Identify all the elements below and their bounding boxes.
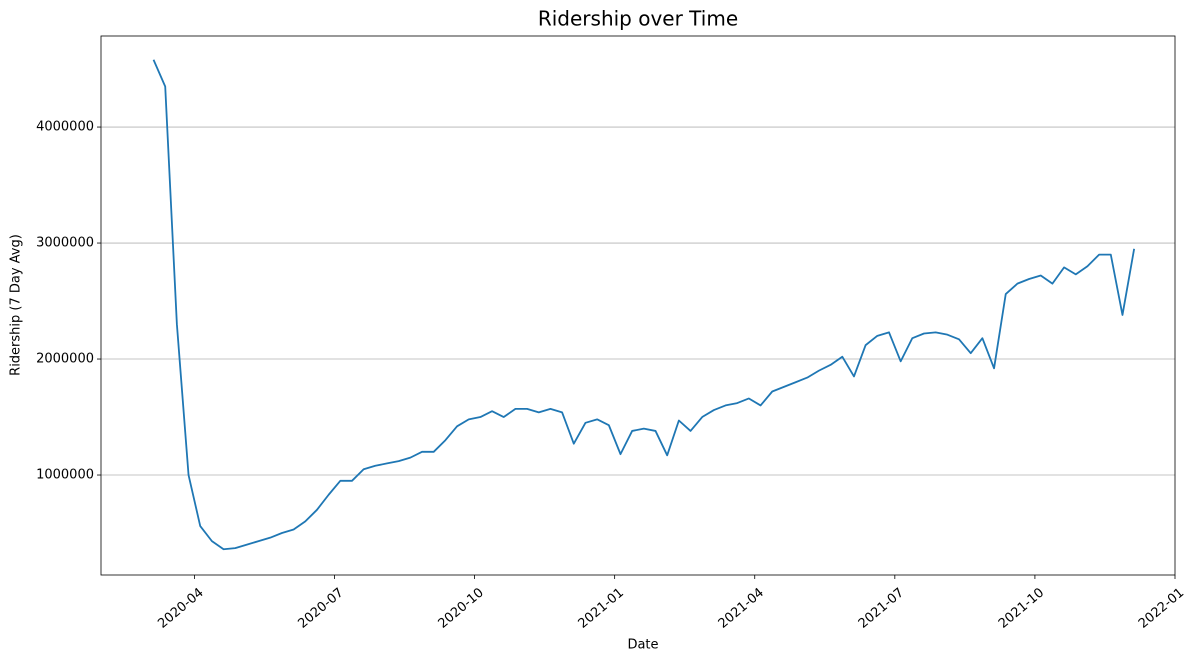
- x-tick-label: 2020-07: [295, 585, 346, 631]
- x-tick-label: 2021-10: [996, 585, 1047, 631]
- x-tick-label: 2020-04: [155, 585, 206, 631]
- x-tick-label: 2022-01: [1136, 585, 1187, 631]
- x-axis-label: Date: [627, 638, 658, 653]
- y-tick-label: 1000000: [36, 468, 94, 483]
- y-tick-label: 3000000: [36, 236, 94, 251]
- chart-title: Ridership over Time: [538, 7, 738, 31]
- x-tick-label: 2021-01: [576, 585, 627, 631]
- x-tick-label: 2020-10: [436, 585, 487, 631]
- x-tick-label: 2021-07: [856, 585, 907, 631]
- y-tick-label: 4000000: [36, 120, 94, 135]
- data-line: [152, 59, 1136, 551]
- y-tick-label: 2000000: [36, 352, 94, 367]
- plot-frame: [100, 35, 1176, 576]
- y-axis-label: Ridership (7 Day Avg): [9, 234, 24, 376]
- x-tick-label: 2021-04: [716, 585, 767, 631]
